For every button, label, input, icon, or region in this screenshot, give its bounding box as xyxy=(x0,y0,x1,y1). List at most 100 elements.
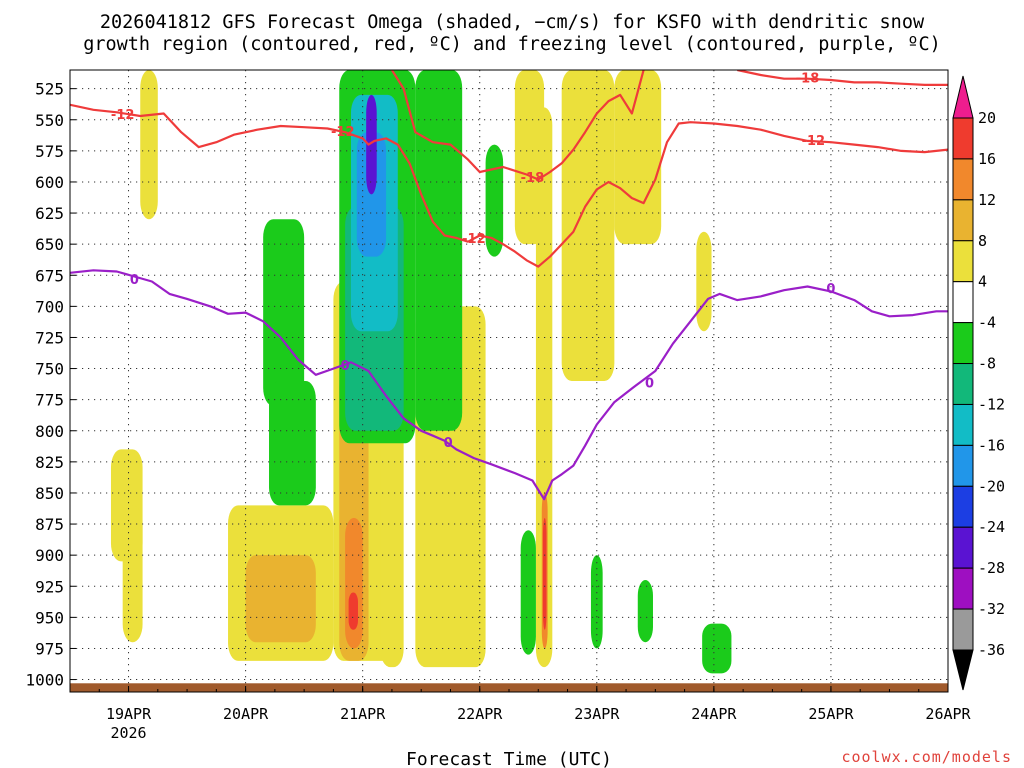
x-tick-label-20APR: 20APR xyxy=(223,705,269,723)
colorbar-label--24: -24 xyxy=(978,518,1005,536)
colorbar-swatch-11 xyxy=(952,567,974,610)
colorbar-label-20: 20 xyxy=(978,109,996,127)
y-tick-label-525: 525 xyxy=(35,80,64,99)
omega-shade--8-29 xyxy=(590,555,603,649)
contour-line-2 xyxy=(737,70,948,87)
contour-line-0 xyxy=(70,103,948,268)
contour-label-6: 0 xyxy=(130,273,139,288)
contour-line-3 xyxy=(70,269,948,501)
plot-frame xyxy=(69,69,949,693)
chart-title-line-1: 2026041812 GFS Forecast Omega (shaded, −… xyxy=(100,12,925,33)
y-tick-label-825: 825 xyxy=(35,453,64,472)
omega-shade--8-28 xyxy=(520,530,536,655)
colorbar-swatch-1 xyxy=(952,158,974,201)
x-tick-label-23APR: 23APR xyxy=(574,705,620,723)
x-axis-ticks: 19APR 20APR 21APR 22APR 23APR 24APR 25APR 26APR xyxy=(69,686,972,723)
contour-label-3: -12 xyxy=(802,134,826,149)
contour-label-10: 0 xyxy=(826,282,835,297)
contour-label-5: -18 xyxy=(796,72,820,87)
omega-shade--8-31 xyxy=(702,623,732,674)
omega-shade-8-4 xyxy=(245,555,316,643)
y-tick-label-675: 675 xyxy=(35,266,64,285)
omega-shade-4-13 xyxy=(535,107,553,668)
contour-labels: -12 -12 -12 -12 -18 -18 0 0 0 0 0 xyxy=(111,72,836,451)
y-tick-label-925: 925 xyxy=(35,577,64,596)
y-tick-label-700: 700 xyxy=(35,297,64,316)
colorbar-label--12: -12 xyxy=(978,395,1005,413)
omega-shade--8-26 xyxy=(415,70,463,431)
y-tick-label-775: 775 xyxy=(35,391,64,410)
x-tick-label-26APR: 26APR xyxy=(925,705,971,723)
colorbar-label--4: -4 xyxy=(978,314,996,332)
y-tick-label-1000: 1000 xyxy=(25,671,64,690)
colorbar-label--20: -20 xyxy=(978,477,1005,495)
colorbar-label--8: -8 xyxy=(978,355,996,373)
y-tick-label-800: 800 xyxy=(35,422,64,441)
colorbar: 20 16 12 8 4 -4 -8 -12 -16 -20 -24 -28 -32 -36 xyxy=(952,75,1005,691)
omega-shade--8-30 xyxy=(637,580,653,643)
contour-label-1: -12 xyxy=(331,125,355,140)
omega-shade-4-16 xyxy=(561,70,615,381)
y-tick-label-875: 875 xyxy=(35,515,64,534)
omega-shade--8-20 xyxy=(269,381,316,506)
colorbar-label--36: -36 xyxy=(978,641,1005,659)
y-tick-label-575: 575 xyxy=(35,142,64,161)
colorbar-label-16: 16 xyxy=(978,150,996,168)
colorbar-swatch-0 xyxy=(952,117,974,160)
colorbar-bottom-arrow xyxy=(952,649,974,691)
omega-shading xyxy=(110,70,732,674)
omega-shade-4-0 xyxy=(140,70,158,220)
y-tick-label-750: 750 xyxy=(35,360,64,379)
y-tick-label-600: 600 xyxy=(35,173,64,192)
dotted-grid xyxy=(70,70,949,692)
omega-shade--8-19 xyxy=(263,219,305,406)
y-tick-label-900: 900 xyxy=(35,546,64,565)
chart-title-line-2: growth region (contoured, red, ºC) and f… xyxy=(83,34,941,55)
colorbar-label-4: 4 xyxy=(978,273,987,291)
contour-line-1 xyxy=(390,70,645,181)
y-tick-label-850: 850 xyxy=(35,484,64,503)
colorbar-label-8: 8 xyxy=(978,232,987,250)
y-tick-label-550: 550 xyxy=(35,111,64,130)
colorbar-label--16: -16 xyxy=(978,436,1005,454)
x-tick-label-21APR: 21APR xyxy=(340,705,386,723)
colorbar-label--28: -28 xyxy=(978,559,1005,577)
contour-label-9: 0 xyxy=(645,376,654,391)
terrain-band xyxy=(70,683,948,692)
x-year-label: 2026 xyxy=(110,724,146,742)
colorbar-swatch-4 xyxy=(952,281,974,324)
colorbar-swatch-7 xyxy=(952,403,974,446)
colorbar-label--32: -32 xyxy=(978,600,1005,618)
omega-shade-4-2 xyxy=(122,505,143,643)
y-tick-label-650: 650 xyxy=(35,235,64,254)
contour-label-4: -18 xyxy=(521,171,545,186)
contour-label-7: 0 xyxy=(341,359,350,374)
colorbar-label-12: 12 xyxy=(978,191,996,209)
colorbar-swatch-3 xyxy=(952,240,974,283)
y-tick-label-625: 625 xyxy=(35,204,64,223)
contour-label-0: -12 xyxy=(111,108,135,123)
x-tick-label-24APR: 24APR xyxy=(691,705,737,723)
contour-label-8: 0 xyxy=(444,436,453,451)
y-tick-label-975: 975 xyxy=(35,639,64,658)
omega-shade--20-24 xyxy=(356,132,387,257)
y-tick-label-950: 950 xyxy=(35,608,64,627)
contour-lines xyxy=(70,70,948,501)
omega-shade-16-8 xyxy=(348,592,358,630)
contour-label-2: -12 xyxy=(462,232,486,247)
y-tick-label-725: 725 xyxy=(35,328,64,347)
x-tick-label-25APR: 25APR xyxy=(808,705,854,723)
colorbar-swatch-9 xyxy=(952,485,974,528)
colorbar-swatch-8 xyxy=(952,444,974,487)
colorbar-swatch-5 xyxy=(952,322,974,365)
terrain-fill xyxy=(70,683,948,692)
colorbar-swatch-6 xyxy=(952,363,974,405)
colorbar-swatch-2 xyxy=(952,199,974,242)
omega-shade--28-25 xyxy=(366,94,377,195)
omega-shade-4-17 xyxy=(614,70,662,245)
y-axis-ticks: 525 550 575 600 625 650 675 700 725 750 775 800 825 8… xyxy=(25,80,76,690)
x-axis-title: Forecast Time (UTC) xyxy=(406,749,612,768)
x-tick-label-19APR: 19APR xyxy=(106,705,152,723)
colorbar-swatch-10 xyxy=(952,526,974,569)
